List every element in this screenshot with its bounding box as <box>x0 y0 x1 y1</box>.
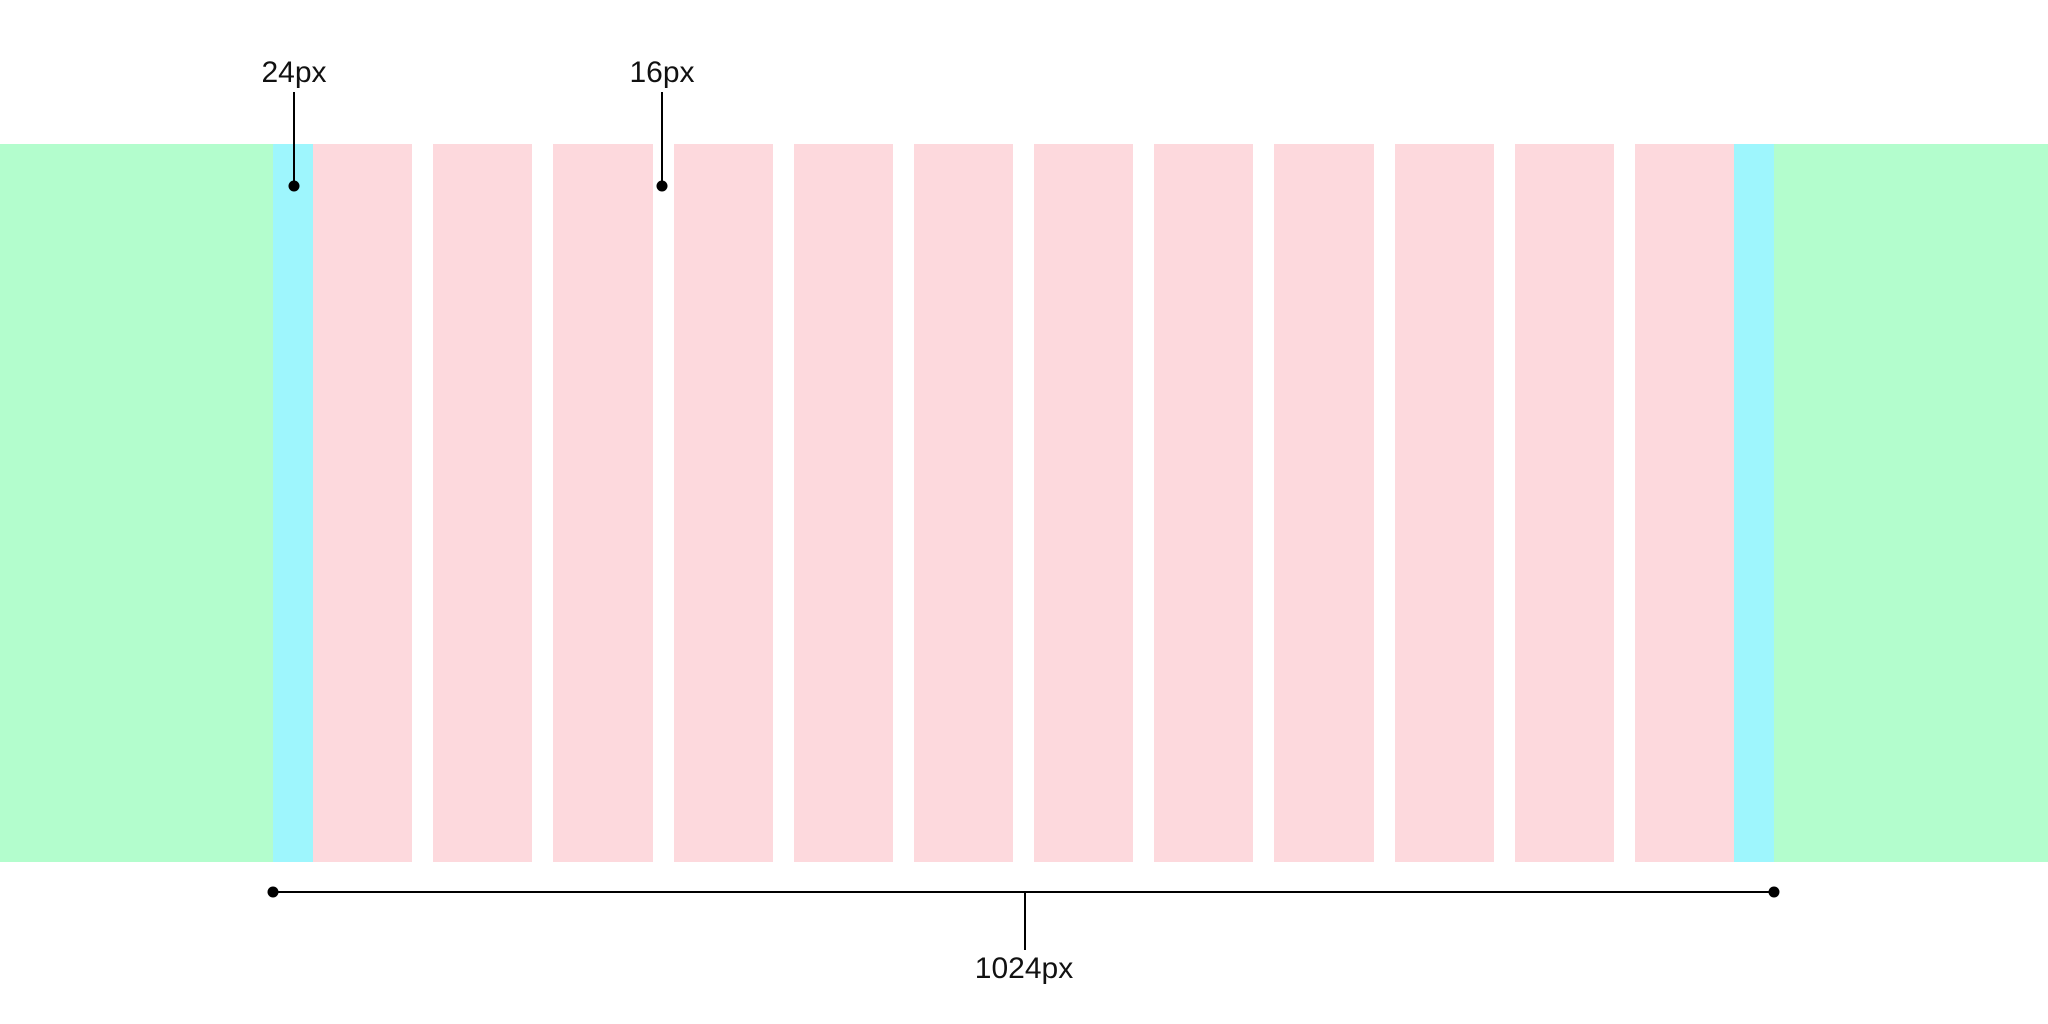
width-leader-line <box>1024 892 1026 950</box>
container-width-label: 1024px <box>974 952 1074 985</box>
grid-column <box>433 144 533 862</box>
grid-column <box>1514 144 1614 862</box>
width-dimension-start-dot <box>267 886 279 898</box>
grid-column <box>1634 144 1735 862</box>
grid-column <box>313 144 413 862</box>
width-dimension-line <box>273 891 1774 893</box>
margin-label: 24px <box>261 56 327 89</box>
grid-column <box>553 144 653 862</box>
grid-column <box>1394 144 1494 862</box>
outer-area-right <box>1774 144 2048 862</box>
outer-area-left <box>0 144 273 862</box>
gutter-leader-line <box>661 92 663 186</box>
grid-column <box>913 144 1014 862</box>
grid-column <box>1034 144 1134 862</box>
grid-column <box>673 144 773 862</box>
margin-left <box>273 144 313 862</box>
margin-leader-line <box>293 92 295 186</box>
gutter-label: 16px <box>629 56 695 89</box>
grid-column <box>1154 144 1254 862</box>
gutter-leader-dot <box>656 180 668 192</box>
grid-column <box>793 144 893 862</box>
width-dimension-end-dot <box>1768 886 1780 898</box>
column-grid <box>313 144 1735 862</box>
margin-right <box>1734 144 1774 862</box>
margin-leader-dot <box>288 180 300 192</box>
grid-column <box>1274 144 1374 862</box>
